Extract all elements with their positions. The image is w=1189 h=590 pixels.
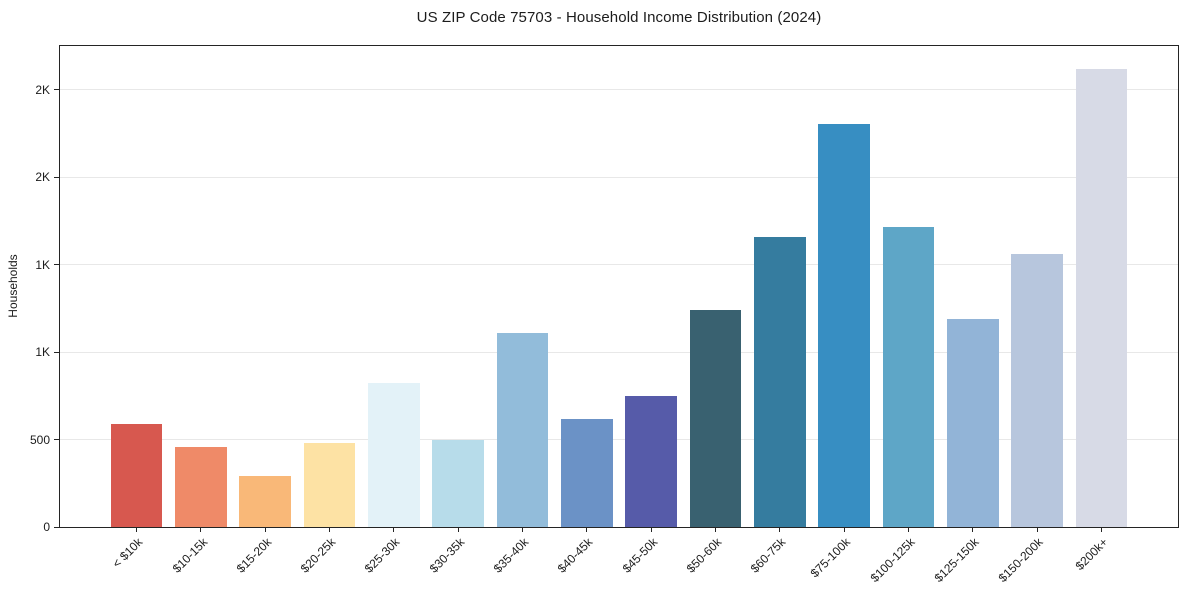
y-tick-mark [54, 351, 59, 353]
x-tick-label-100-125k: $100-125k [867, 535, 918, 586]
bar-125-150k [947, 318, 999, 527]
x-tick-label-35-40k: $35-40k [490, 535, 532, 576]
gridline-1000 [60, 351, 1178, 353]
bar-40-45k [561, 418, 613, 527]
gridline-2000 [60, 176, 1178, 178]
bar-15-20k [239, 476, 291, 527]
y-axis-label: Households [6, 254, 20, 318]
x-tick-mark [329, 527, 331, 532]
y-tick-mark [54, 89, 59, 91]
x-tick-mark [200, 527, 202, 532]
x-tick-label-25-30k: $25-30k [362, 535, 403, 576]
bar-10-15k [175, 447, 227, 527]
gridline-500 [60, 439, 1178, 441]
y-tick-mark [54, 264, 59, 266]
bar-35-40k [496, 332, 549, 527]
bar-75-100k [818, 123, 870, 527]
x-tick-label-50-60k: $50-60k [683, 535, 725, 576]
x-tick-label-30-35k: $30-35k [426, 535, 468, 576]
x-tick-mark [779, 527, 781, 532]
x-tick-label-75-100k: $75-100k [807, 535, 854, 581]
x-tick-mark [393, 527, 395, 532]
chart-title: US ZIP Code 75703 - Household Income Dis… [416, 9, 822, 26]
gridline-2500 [60, 89, 1178, 91]
x-tick-mark [714, 527, 716, 532]
x-tick-mark [136, 527, 138, 532]
bar-60-75k [754, 236, 806, 527]
plot-area: 0 500 1K 1K 2K 2K < $10k $10-15k $15-20k $20-25k… [30, 45, 1179, 585]
y-tick-label: 2K [35, 82, 50, 97]
x-tick-mark [650, 527, 652, 532]
y-tick-label: 1K [35, 345, 50, 360]
x-tick-mark [586, 527, 588, 532]
x-tick-label-10k: < $10k [109, 535, 146, 571]
x-tick-label-200k: $200k+ [1072, 535, 1111, 573]
x-tick-label-45-50k: $45-50k [619, 535, 661, 576]
x-tick-label-20-25k: $20-25k [297, 535, 339, 576]
x-tick-label-150-200k: $150-200k [996, 535, 1047, 586]
bar-45-50k [625, 395, 677, 527]
bar-200k [1075, 68, 1128, 527]
y-tick-mark [54, 176, 59, 178]
x-tick-mark [1036, 527, 1038, 532]
x-tick-label-40-45k: $40-45k [555, 535, 596, 576]
y-tick-label: 500 [29, 432, 50, 447]
bar-100-125k [882, 227, 935, 527]
bar-20-25k [303, 443, 356, 527]
x-tick-label-125-150k: $125-150k [931, 535, 982, 586]
x-tick-mark [522, 527, 523, 532]
y-tick-label: 0 [43, 520, 50, 534]
y-tick-label: 2K [35, 170, 50, 185]
y-tick-mark [54, 526, 59, 528]
gridline-1500 [60, 264, 1178, 266]
x-tick-mark [972, 527, 974, 532]
x-tick-mark [907, 527, 909, 532]
y-tick-mark [54, 439, 59, 441]
x-tick-mark [843, 527, 845, 532]
x-tick-label-15-20k: $15-20k [233, 535, 275, 576]
bar-30-35k [432, 440, 484, 527]
x-tick-label-10-15k: $10-15k [169, 535, 210, 576]
y-tick-label: 1K [35, 257, 50, 272]
bar-10k [110, 423, 163, 527]
x-tick-mark [457, 527, 459, 532]
bar-25-30k [368, 382, 420, 527]
x-tick-mark [1100, 527, 1102, 532]
bar-150-200k [1011, 254, 1063, 527]
x-tick-label-60-75k: $60-75k [748, 535, 789, 576]
x-tick-mark [264, 527, 266, 532]
bar-50-60k [689, 310, 742, 527]
